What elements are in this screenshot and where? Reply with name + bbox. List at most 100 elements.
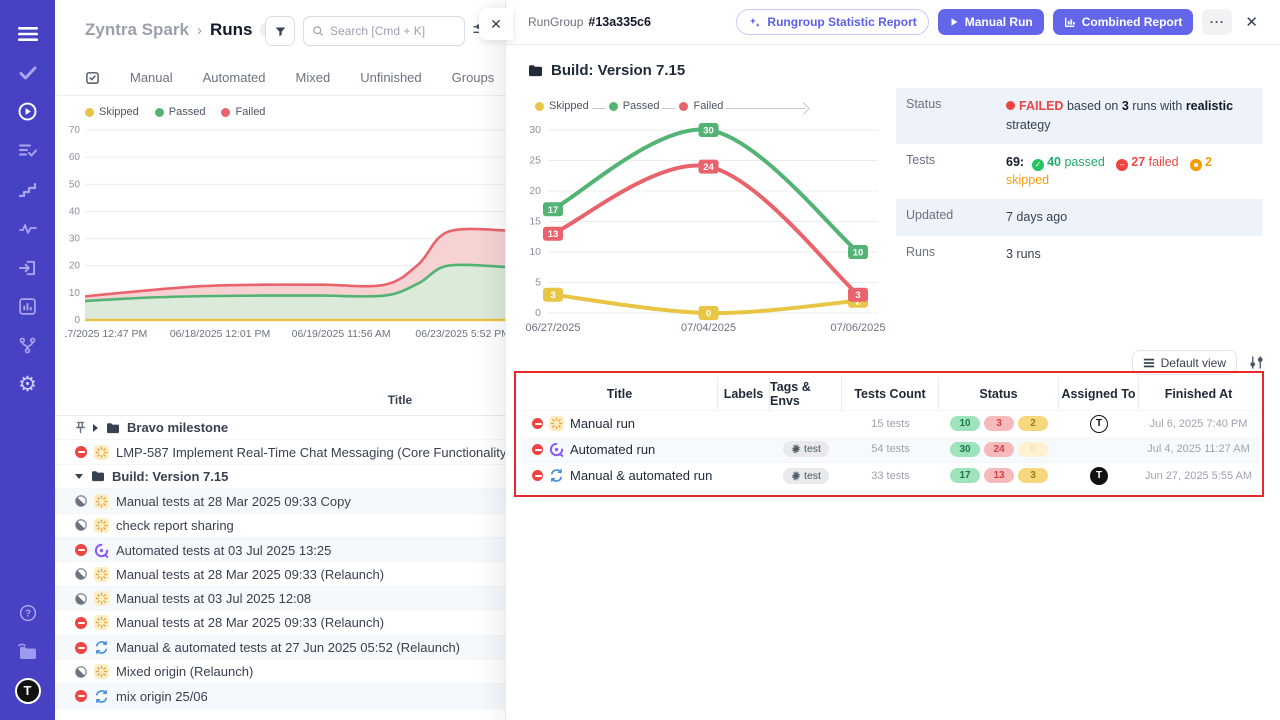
close-icon: ✕ <box>1245 14 1258 31</box>
legend-failed: Failed <box>221 106 265 118</box>
run-row[interactable]: Manual tests at 28 Mar 2025 09:33 (Relau… <box>55 611 507 636</box>
runs-rows: Bravo milestone LMP-587 Implement Real-Ti… <box>55 416 507 709</box>
column-header-labels[interactable]: Labels <box>718 377 770 410</box>
run-row[interactable]: Manual tests at 28 Mar 2025 09:33 Copy <box>55 489 507 514</box>
breadcrumb-separator: › <box>196 21 202 39</box>
finished-at-cell: Jun 27, 2025 5:55 AM <box>1144 469 1253 482</box>
skipped-word: skipped <box>1006 173 1050 188</box>
sidebar-item-runs[interactable] <box>11 92 45 131</box>
updated-value: 7 days ago <box>1006 210 1068 224</box>
legend-label: Failed <box>235 106 266 118</box>
table-row[interactable]: Manual & automated run test 33 tests 17 13 3 T… <box>522 462 1259 489</box>
column-header-status[interactable]: Status <box>939 377 1059 410</box>
table-row[interactable]: Automated run test 54 tests 30 24 0 Jul 4, 202… <box>522 436 1259 462</box>
tag-label: test <box>804 443 821 456</box>
combined-report-button[interactable]: Combined Report <box>1052 9 1194 35</box>
passed-check-icon: ✓ <box>1032 158 1045 171</box>
select-all-icon[interactable] <box>85 70 100 85</box>
tests-count-cell: 15 tests <box>871 417 910 430</box>
folder-icon <box>528 64 543 77</box>
run-row[interactable]: mix origin 25/06 <box>55 684 507 709</box>
milestone-row[interactable]: Bravo milestone <box>55 416 507 441</box>
search-input[interactable] <box>330 24 450 38</box>
sidebar-item-settings[interactable]: ⚙ <box>18 373 37 396</box>
partial-status-icon <box>75 665 87 678</box>
run-row[interactable]: Mixed origin (Relaunch) <box>55 660 507 685</box>
run-row[interactable]: LMP-587 Implement Real-Time Chat Messagi… <box>55 440 507 465</box>
column-header-assigned-to[interactable]: Assigned To <box>1059 377 1139 410</box>
default-view-label: Default view <box>1160 355 1226 370</box>
sidebar-item-milestones[interactable] <box>11 170 45 209</box>
tab-manual[interactable]: Manual <box>130 70 173 85</box>
failed-word: failed <box>1148 154 1179 169</box>
chevron-down-icon[interactable] <box>75 473 83 479</box>
failed-dot-icon <box>1006 101 1015 110</box>
run-row[interactable]: Manual tests at 28 Mar 2025 09:33 (Relau… <box>55 562 507 587</box>
rungroup-title-text: Build: Version 7.15 <box>551 62 686 79</box>
chevron-right-icon[interactable] <box>93 423 98 432</box>
sidebar: ⚙ ? T <box>0 0 55 720</box>
status-text-3: strategy <box>1006 117 1051 132</box>
avatar[interactable]: T <box>1090 466 1108 485</box>
column-header-finished-at[interactable]: Finished At <box>1164 386 1233 401</box>
tab-automated[interactable]: Automated <box>202 70 266 85</box>
run-row[interactable]: Manual & automated tests at 27 Jun 2025 … <box>55 635 507 660</box>
detail-row-updated: Updated 7 days ago <box>896 199 1263 236</box>
manual-run-button[interactable]: Manual Run <box>937 9 1044 35</box>
sidebar-item-projects[interactable] <box>11 632 45 671</box>
tab-groups[interactable]: Groups <box>451 70 495 85</box>
more-actions-button[interactable]: ··· <box>1202 9 1233 35</box>
drawer-close-button[interactable]: ✕ <box>1241 13 1262 31</box>
column-header-title[interactable]: Title <box>522 377 718 410</box>
table-row[interactable]: Manual run 15 tests 10 3 2 T Jul 6, 2025 7:40 … <box>522 410 1259 437</box>
table-settings-icon[interactable] <box>1249 355 1264 370</box>
passed-count-pill: 17 <box>950 468 980 484</box>
topbar: Zyntra Spark › Runs 243 <box>55 0 507 60</box>
column-header-tags-envs[interactable]: Tags & Envs <box>770 377 842 410</box>
sidebar-item-integrations[interactable] <box>11 326 45 365</box>
area-chart-canvas: 70 60 50 40 30 20 10 0 <box>69 125 507 326</box>
sidebar-item-help[interactable]: ? <box>11 593 45 632</box>
tab-unfinished[interactable]: Unfinished <box>360 70 422 85</box>
status-cell: 10 3 2 <box>939 411 1059 437</box>
svg-text:5: 5 <box>535 277 541 289</box>
run-row[interactable]: Automated tests at 03 Jul 2025 13:25 <box>55 537 507 563</box>
tab-mixed[interactable]: Mixed <box>295 70 331 85</box>
list-view-icon <box>1143 357 1155 369</box>
breadcrumb-project[interactable]: Zyntra Spark <box>85 20 189 39</box>
tag-pill[interactable]: test <box>783 467 829 484</box>
sidebar-item-plans[interactable] <box>11 131 45 170</box>
filter-button[interactable] <box>265 16 295 46</box>
sidebar-item-analytics[interactable] <box>11 209 45 248</box>
sidebar-item-menu[interactable] <box>11 14 45 53</box>
x-tick-label: 07/06/2025 <box>830 322 886 334</box>
run-title: check report sharing <box>116 517 234 533</box>
failed-status-icon <box>532 418 543 430</box>
legend-dot-icon <box>221 107 231 117</box>
run-title: Automated run <box>570 441 656 457</box>
legend-failed: Failed <box>676 100 727 112</box>
mixed-run-icon <box>94 640 109 655</box>
sidebar-item-reports[interactable] <box>11 287 45 326</box>
sidebar-item-import[interactable] <box>11 248 45 287</box>
rungroup-trend-chart: Skipped Passed Failed 30 25 20 15 10 5 0 3 0 2 13 24 3… <box>518 96 896 344</box>
sidebar-item-tests[interactable] <box>11 53 45 92</box>
rungroup-statistic-report-button[interactable]: Rungroup Statistic Report <box>736 9 929 35</box>
legend-skipped: Skipped <box>532 100 592 112</box>
search-box[interactable] <box>303 16 465 46</box>
partial-status-icon <box>75 593 87 605</box>
run-title: Bravo milestone <box>127 420 229 436</box>
default-view-button[interactable]: Default view <box>1131 350 1237 375</box>
column-header-tests-count[interactable]: Tests Count <box>842 377 939 410</box>
tags-cell: test <box>770 463 842 489</box>
run-row[interactable]: check report sharing <box>55 514 507 538</box>
drawer-edge-close-button[interactable]: ✕ <box>479 8 513 40</box>
legend-passed: Passed <box>605 100 663 112</box>
avatar[interactable]: T <box>1090 414 1108 433</box>
tag-pill[interactable]: test <box>783 441 829 458</box>
run-title: Manual run <box>570 416 636 432</box>
run-row[interactable]: Manual tests at 03 Jul 2025 12:08 <box>55 586 507 612</box>
group-row[interactable]: Build: Version 7.15 <box>55 465 507 490</box>
x-tick-label: 06/23/2025 5:52 PM <box>415 328 507 340</box>
sidebar-item-profile[interactable]: T <box>11 671 45 710</box>
